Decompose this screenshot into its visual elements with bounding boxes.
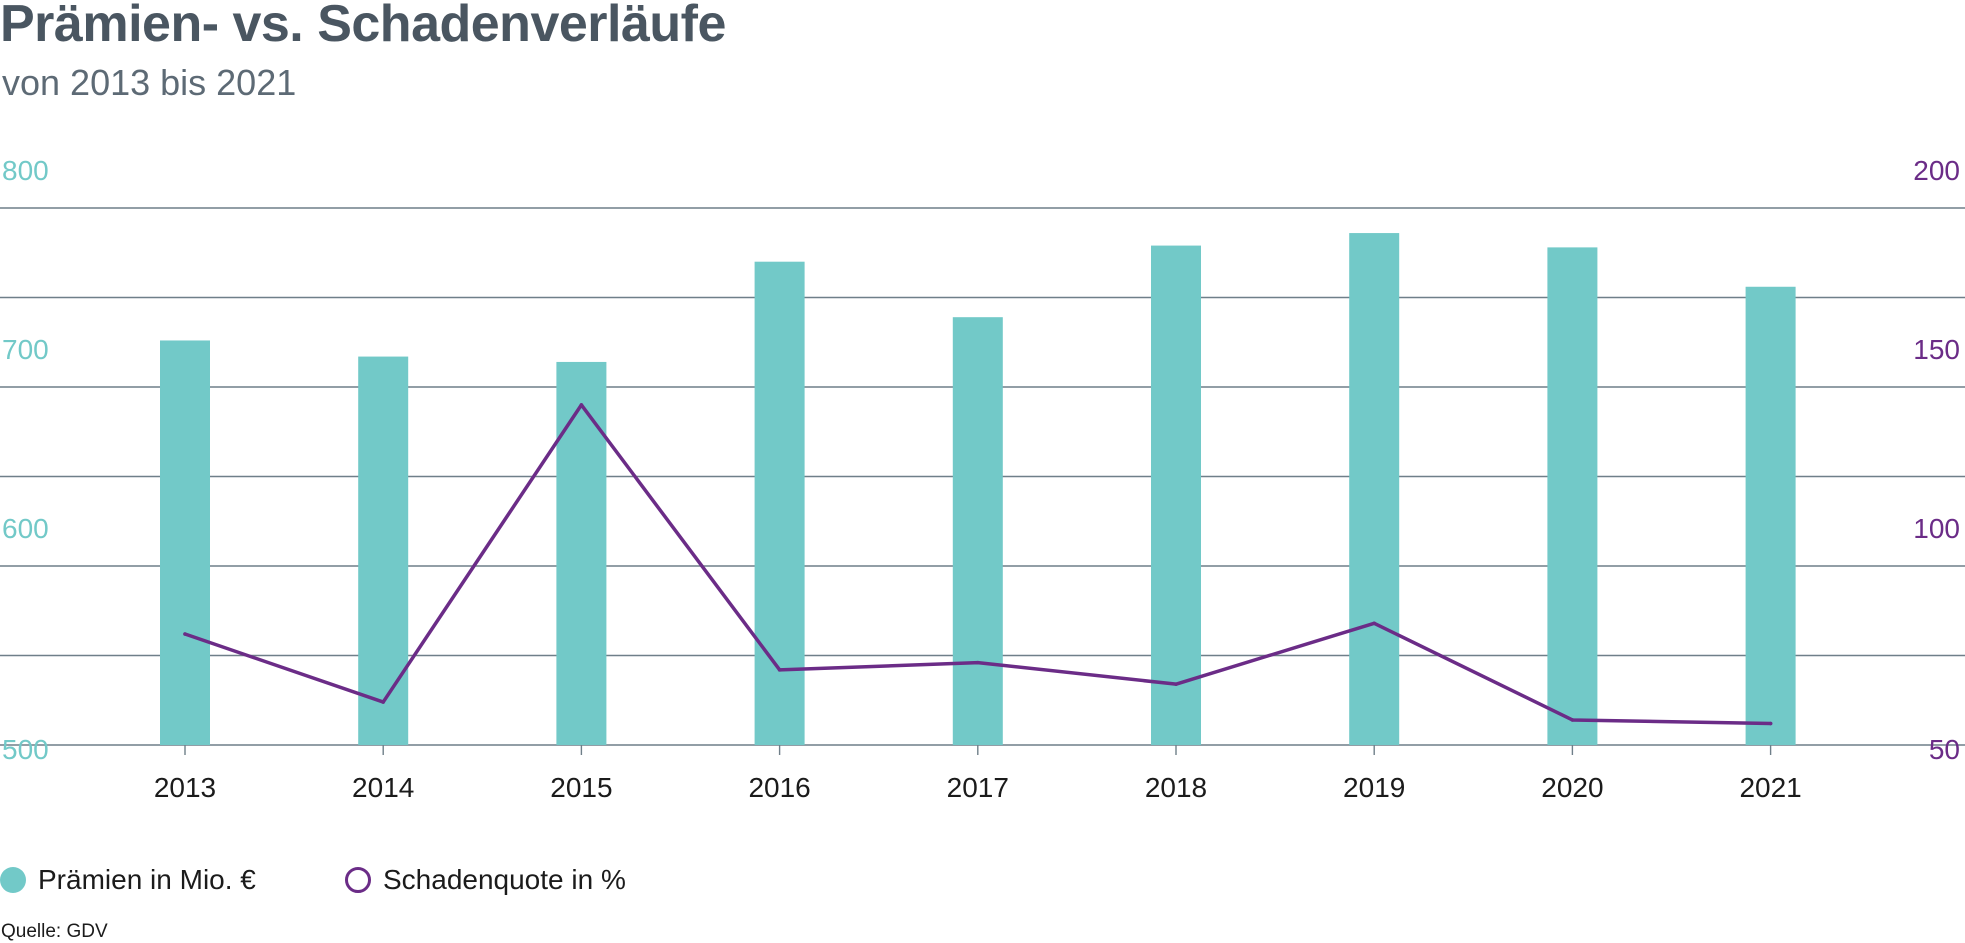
legend-filled-circle-icon	[0, 867, 26, 893]
chart-subtitle: von 2013 bis 2021	[2, 62, 297, 103]
bar-2021	[1745, 286, 1796, 745]
axis-labels: 2013 2014 2015 2016 2017 2018 2019 2020 2021 500 6…	[2, 155, 1960, 803]
line-point-2013	[183, 632, 187, 636]
x-tick-label-2019: 2019	[1343, 772, 1405, 803]
bar-2020	[1547, 247, 1598, 745]
y-left-tick-label: 500	[2, 734, 49, 765]
x-tick-label-2014: 2014	[352, 772, 414, 803]
y-right-tick-label: 150	[1913, 334, 1960, 365]
x-tick-label-2015: 2015	[550, 772, 612, 803]
y-right-tick-label: 200	[1913, 155, 1960, 186]
line-point-2017	[976, 660, 980, 665]
bar-2017	[952, 317, 1003, 745]
y-left-tick-label: 800	[2, 155, 49, 186]
y-left-tick-label: 700	[2, 334, 49, 365]
line-series	[183, 403, 1773, 726]
legend-item-claims-ratio: Schadenquote in %	[345, 860, 626, 900]
x-tick-label-2017: 2017	[947, 772, 1009, 803]
y-right-tick-label: 50	[1929, 734, 1960, 765]
bar-2013	[160, 340, 210, 745]
y-right-tick-label: 100	[1913, 513, 1960, 544]
bar-2016	[754, 261, 805, 745]
x-tick-label-2016: 2016	[748, 772, 810, 803]
line-point-2014	[381, 700, 386, 704]
x-tick-label-2018: 2018	[1145, 772, 1207, 803]
legend-label-premiums: Prämien in Mio. €	[38, 864, 256, 895]
x-tick-label-2020: 2020	[1541, 772, 1603, 803]
combo-chart: 2013 2014 2015 2016 2017 2018 2019 2020 2021 500 6…	[0, 155, 1965, 803]
legend-label-claims-ratio: Schadenquote in %	[383, 864, 626, 895]
line-point-2019	[1372, 621, 1376, 626]
line-point-2016	[777, 668, 782, 672]
line-point-2021	[1768, 721, 1773, 726]
x-tick-label-2013: 2013	[154, 772, 216, 803]
bar-2018	[1151, 245, 1201, 745]
x-tick-label-2021: 2021	[1739, 772, 1801, 803]
legend-item-premiums: Prämien in Mio. €	[0, 860, 256, 900]
bar-2019	[1349, 233, 1400, 745]
bar-series	[160, 233, 1796, 745]
chart-title: Prämien- vs. Schadenverläufe	[0, 0, 726, 53]
line-point-2015	[579, 403, 584, 407]
legend-hollow-circle-icon	[345, 867, 371, 893]
bar-2014	[358, 356, 409, 745]
bar-2015	[556, 361, 607, 745]
line-point-2018	[1174, 682, 1178, 686]
y-left-tick-label: 600	[2, 513, 49, 544]
line-point-2020	[1570, 718, 1575, 722]
source-note: Quelle: GDV	[1, 921, 108, 942]
